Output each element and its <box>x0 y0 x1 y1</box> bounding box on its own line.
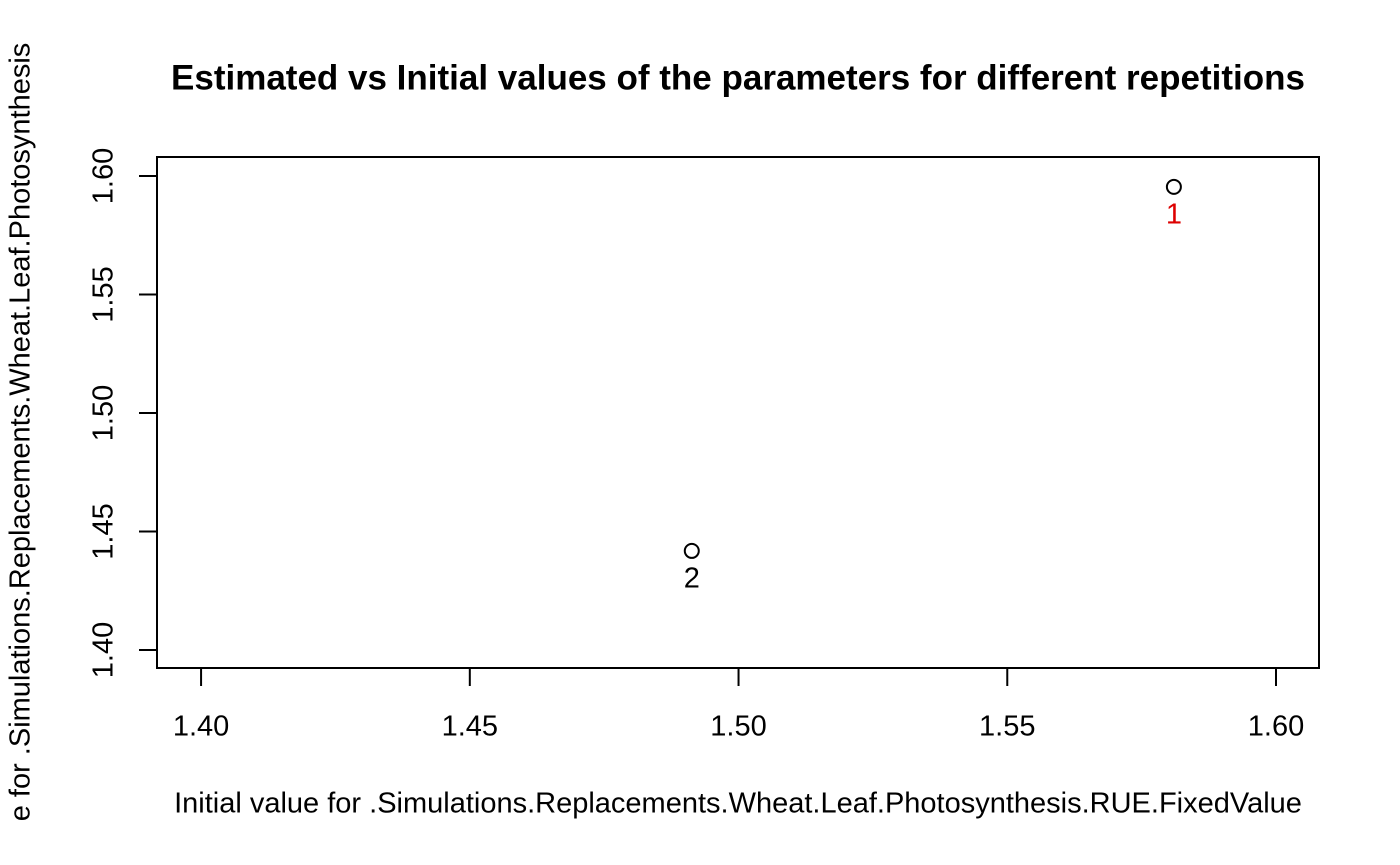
point <box>683 542 700 559</box>
point-label: 2 <box>684 563 700 595</box>
y-tick-label: 1.60 <box>88 148 120 204</box>
x-axis-label: Initial value for .Simulations.Replaceme… <box>174 788 1302 820</box>
y-axis-label: e for .Simulations.Replacements.Wheat.Le… <box>5 43 37 822</box>
plot-frame <box>156 156 1320 669</box>
y-tick-label: 1.45 <box>88 503 120 559</box>
y-tick-label: 1.40 <box>88 622 120 678</box>
x-tick-label: 1.50 <box>710 711 766 743</box>
x-tick-label: 1.55 <box>979 711 1035 743</box>
point-label: 1 <box>1166 199 1182 231</box>
chart-title: Estimated vs Initial values of the param… <box>171 58 1305 97</box>
point <box>1165 178 1182 195</box>
y-tick-label: 1.55 <box>88 266 120 322</box>
x-tick-label: 1.45 <box>442 711 498 743</box>
x-tick-label: 1.60 <box>1248 711 1304 743</box>
x-tick-label: 1.40 <box>173 711 229 743</box>
y-tick-label: 1.50 <box>88 385 120 441</box>
